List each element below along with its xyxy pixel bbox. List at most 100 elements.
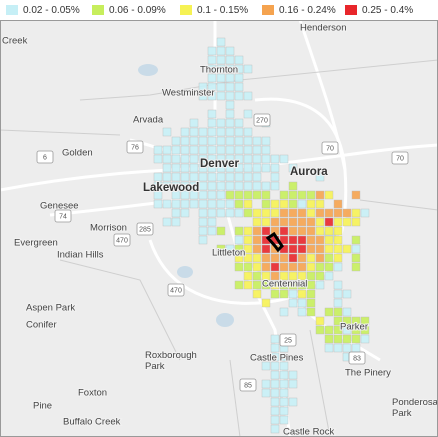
heat-cell [297,298,307,308]
heat-cell [351,235,361,245]
place-label: Pine [33,401,52,412]
heat-cell [270,406,280,416]
heat-cell [315,280,325,290]
road-shield-label: 25 [284,337,292,344]
heat-cell [189,190,199,200]
heat-cell [234,73,244,83]
heat-cell [225,244,235,254]
heat-cell [198,190,208,200]
heat-cell [333,235,343,245]
heat-cell [279,154,289,164]
heat-cell [288,397,298,407]
heat-cells [153,37,370,434]
heat-cell [324,307,334,317]
heat-cell [306,208,316,218]
heat-cell [261,190,271,200]
heat-cell [234,226,244,236]
heat-cell [297,217,307,227]
heat-cell [333,280,343,290]
heat-cell [243,280,253,290]
heat-cell [171,190,181,200]
heat-cell [225,181,235,191]
heat-cell [270,424,280,434]
heat-cell [324,244,334,254]
heat-cell [243,271,253,281]
heat-cell [315,190,325,200]
place-label: Lakewood [143,182,199,194]
heat-cell [180,127,190,137]
place-label: Westminster [162,88,215,99]
heat-cell [315,226,325,236]
heat-cell [297,271,307,281]
heat-cell [315,253,325,263]
heat-cell [270,163,280,173]
heat-cell [270,154,280,164]
heat-cell [207,127,217,137]
heat-cell [288,208,298,218]
heat-cell [324,235,334,245]
heat-cell [225,46,235,56]
road-shield-label: 70 [396,155,404,162]
heat-cell [225,91,235,101]
heat-cell [270,388,280,398]
heat-cell [324,253,334,263]
heat-cell [234,64,244,74]
heat-cell [180,145,190,155]
road-shield-label: 70 [326,145,334,152]
heat-cell [306,271,316,281]
heat-cell [270,280,280,290]
road-shield-label: 76 [131,144,139,151]
heat-cell [243,253,253,263]
heat-cell [261,262,271,272]
heat-cell [252,136,262,146]
place-label: Ponderosa Park [392,397,438,419]
heat-cell [288,262,298,272]
heat-cell [261,253,271,263]
heat-cell [270,271,280,281]
road-shield [136,222,154,236]
heat-cell [207,82,217,92]
heat-cell [261,163,271,173]
heat-cell [333,226,343,236]
heat-cell [288,271,298,281]
heat-cell [279,379,289,389]
heat-cell [225,55,235,65]
heat-cell [189,136,199,146]
place-label: Littleton [212,248,245,259]
heat-cell [351,217,361,227]
heat-cell [198,181,208,191]
heat-cell [279,253,289,263]
heat-cell [333,298,343,308]
heat-cell [234,145,244,155]
heat-cell [171,172,181,182]
heat-cell [351,325,361,335]
heat-cell [225,127,235,137]
heat-cell [324,217,334,227]
heat-cell [261,226,271,236]
heat-cell [234,280,244,290]
heat-cell [207,163,217,173]
heat-cell [234,199,244,209]
heat-cell [297,190,307,200]
legend-swatch [92,5,104,15]
heat-cell [171,199,181,209]
heat-cell [279,289,289,299]
heat-cell [198,217,208,227]
heat-cell [189,118,199,128]
heat-cell [333,334,343,344]
heat-cell [216,91,226,101]
road-shield [113,233,131,247]
place-label: Indian Hills [57,250,104,261]
heat-cell [189,154,199,164]
heat-cell [153,199,163,209]
heat-cell [162,127,172,137]
heat-cell [225,154,235,164]
road-shield-label: 6 [43,154,47,161]
heat-cell [279,235,289,245]
heat-cell [153,154,163,164]
heat-cell [270,208,280,218]
place-label: Creek [2,36,28,47]
heat-cell [207,154,217,164]
heat-cell [234,253,244,263]
